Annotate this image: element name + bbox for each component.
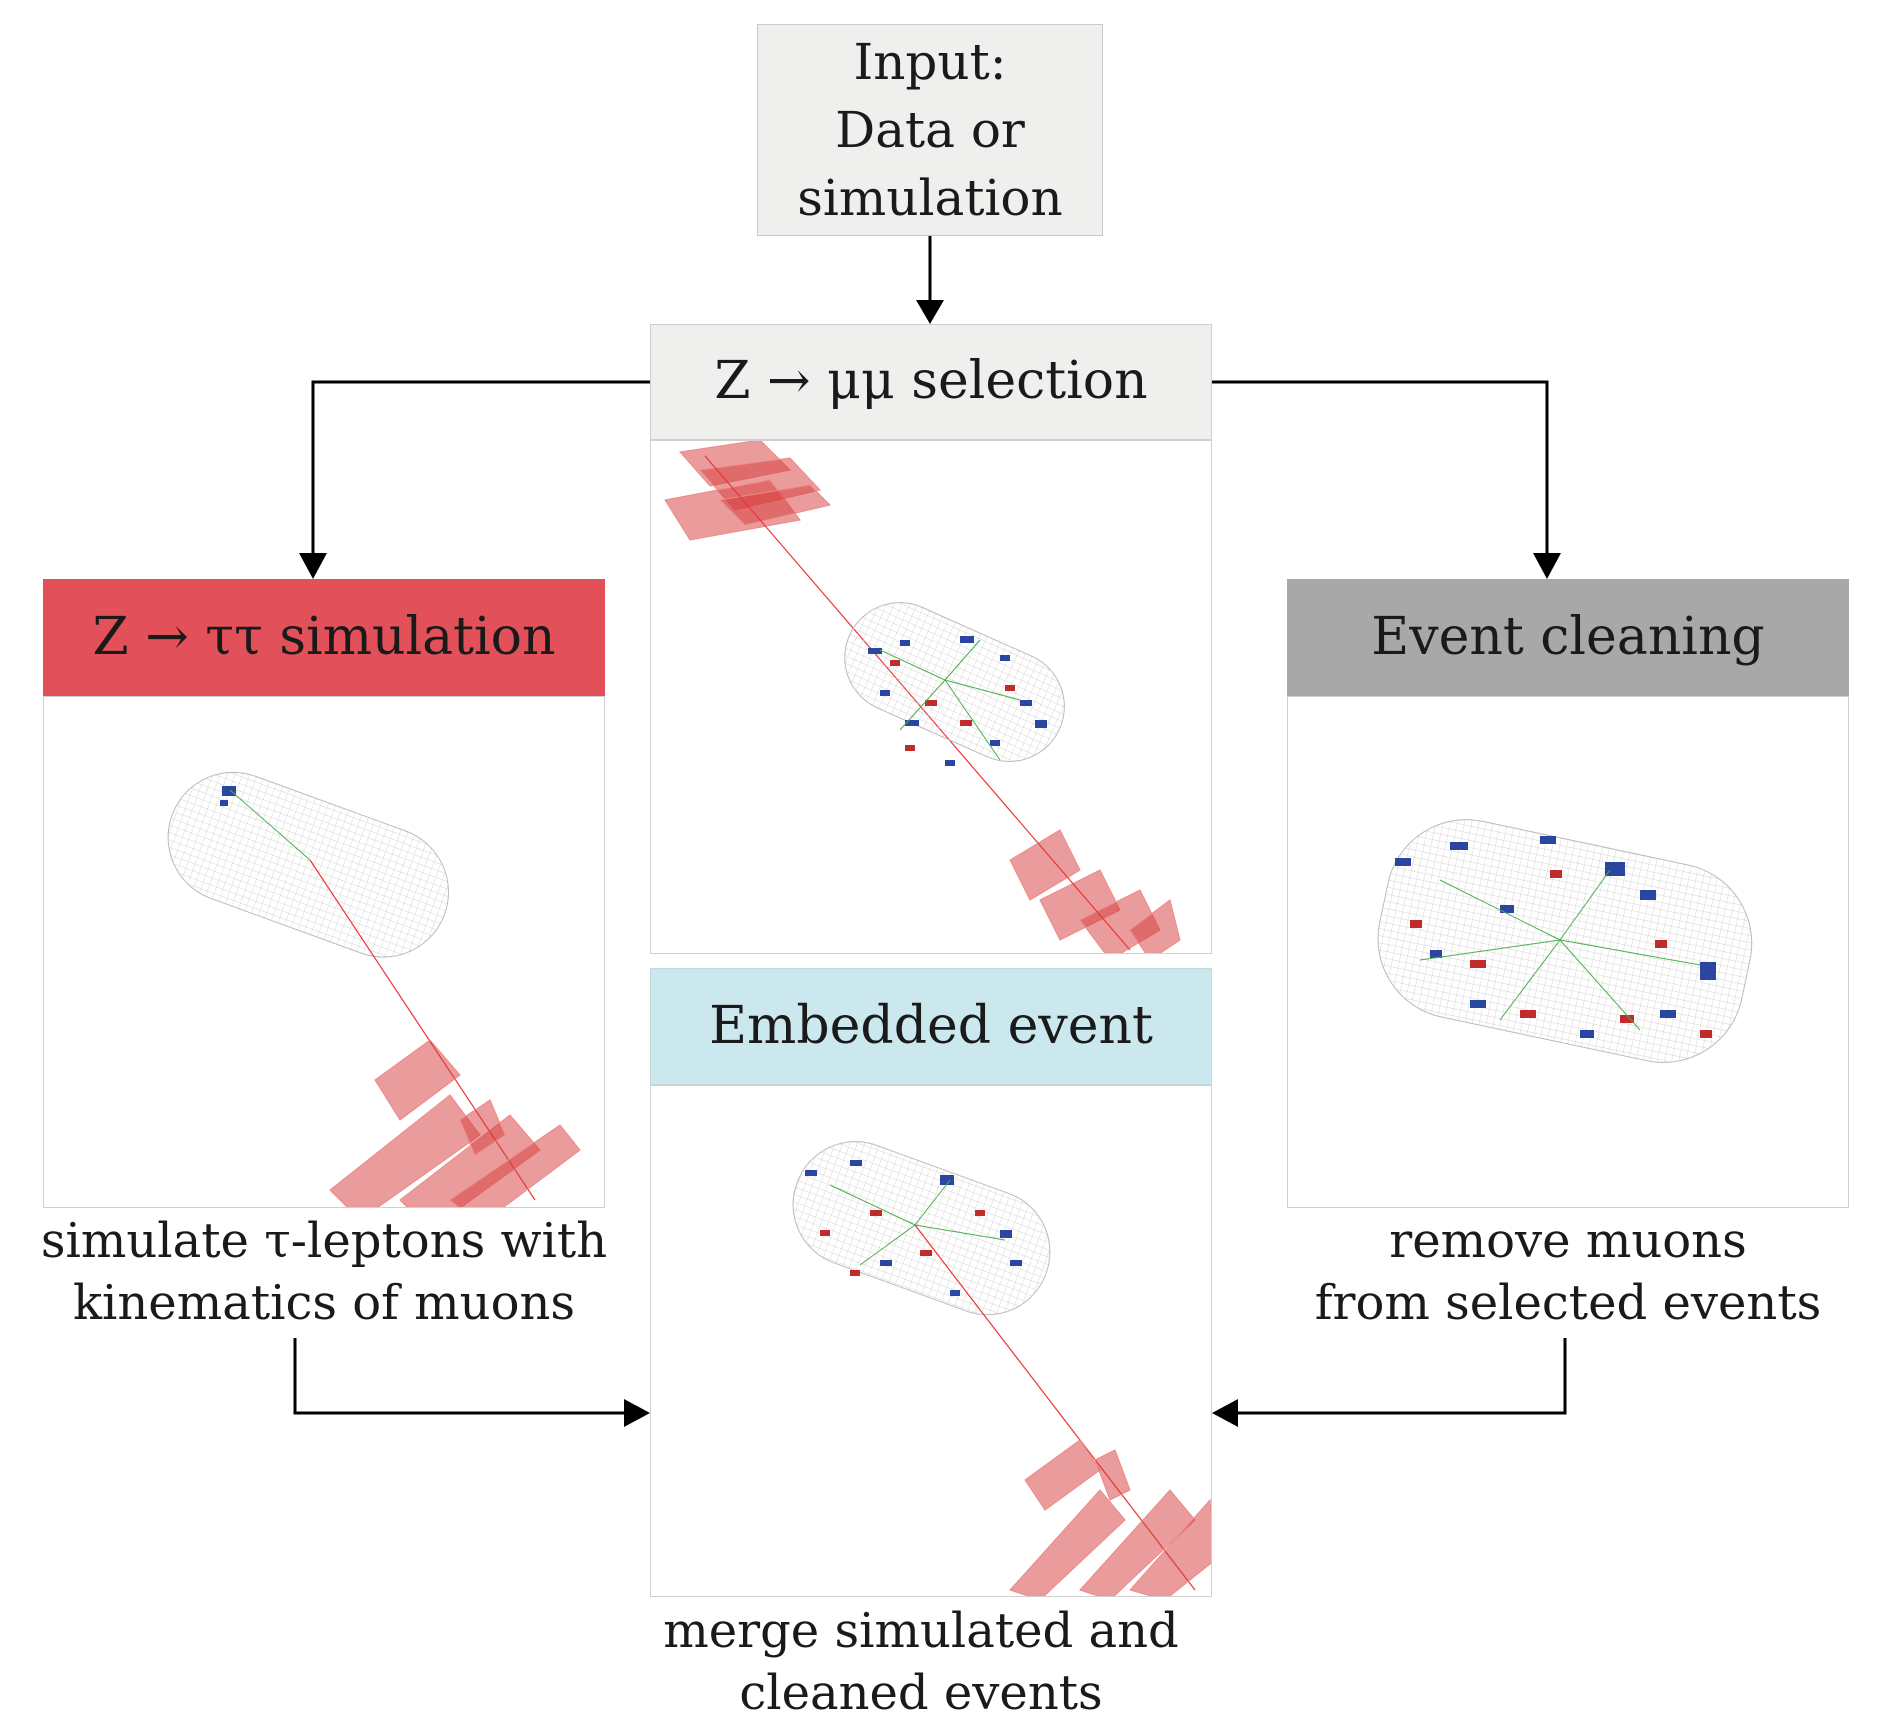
arrowhead-embedded-right bbox=[1212, 1399, 1238, 1427]
tau-simulation-caption: simulate τ-leptons with kinematics of mu… bbox=[23, 1210, 625, 1334]
arrow-selection-to-tau bbox=[311, 380, 650, 557]
input-line-1: Input: bbox=[853, 33, 1007, 91]
tau-simulation-title: Z → ττ simulation bbox=[92, 606, 556, 667]
arrowhead-selection bbox=[916, 300, 944, 324]
tau-caption-line-1: simulate τ-leptons with bbox=[40, 1213, 608, 1269]
selection-title: Z → μμ selection bbox=[714, 351, 1148, 412]
event-cleaning-title: Event cleaning bbox=[1371, 606, 1765, 667]
tau-caption-line-2: kinematics of muons bbox=[72, 1275, 576, 1331]
embedded-event-display bbox=[792, 1141, 1211, 1596]
arrowhead-cleaning bbox=[1533, 553, 1561, 579]
selection-header: Z → μμ selection bbox=[650, 324, 1212, 440]
arrowhead-tau bbox=[299, 553, 327, 579]
embedded-caption-line-2: cleaned events bbox=[739, 1665, 1103, 1721]
arrow-selection-to-cleaning bbox=[1212, 380, 1549, 557]
tau-simulation-event-display bbox=[167, 771, 581, 1207]
embedded-caption-line-1: merge simulated and bbox=[663, 1603, 1179, 1659]
event-cleaning-header: Event cleaning bbox=[1287, 579, 1849, 696]
arrowhead-embedded-left bbox=[624, 1399, 650, 1427]
event-cleaning-event-display bbox=[1377, 819, 1753, 1063]
cleaning-caption-line-1: remove muons bbox=[1389, 1213, 1747, 1269]
input-line-3: simulation bbox=[797, 169, 1063, 227]
event-cleaning-caption: remove muons from selected events bbox=[1267, 1210, 1869, 1334]
input-line-2: Data or bbox=[835, 101, 1025, 159]
embedded-event-header: Embedded event bbox=[650, 968, 1212, 1085]
input-box: Input: Data or simulation bbox=[757, 24, 1103, 236]
selection-event-display bbox=[664, 441, 1181, 953]
arrow-cleaning-to-embedded bbox=[1234, 1338, 1567, 1415]
cleaning-caption-line-2: from selected events bbox=[1314, 1275, 1822, 1331]
tau-simulation-header: Z → ττ simulation bbox=[43, 579, 605, 696]
arrow-tau-to-embedded bbox=[293, 1338, 628, 1415]
embedded-event-caption: merge simulated and cleaned events bbox=[620, 1600, 1222, 1724]
embedded-event-title: Embedded event bbox=[709, 995, 1153, 1056]
